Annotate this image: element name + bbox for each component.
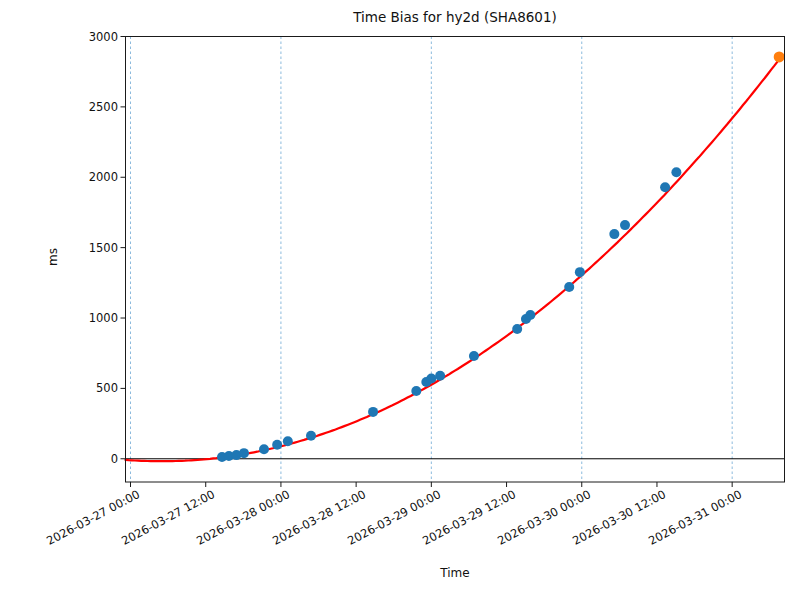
y-tick-label: 500 (70, 381, 118, 395)
observed-bias-marker (620, 220, 630, 230)
observed-bias-marker (609, 229, 619, 239)
observed-bias-marker (411, 386, 421, 396)
y-tick-label: 3000 (70, 30, 118, 44)
observed-bias-marker (272, 440, 282, 450)
plot-frame (126, 37, 785, 483)
observed-bias-marker (660, 182, 670, 192)
observed-bias-marker (239, 448, 249, 458)
time-bias-chart: Time Bias for hy2d (SHA8601) 05001000150… (0, 0, 800, 600)
observed-bias-marker (426, 374, 436, 384)
observed-bias-marker (259, 444, 269, 454)
observed-bias-marker (575, 267, 585, 277)
observed-bias-marker (283, 436, 293, 446)
x-axis-label: Time (125, 566, 785, 580)
y-axis-label: ms (46, 248, 60, 266)
observed-bias-marker (512, 324, 522, 334)
y-tick-label: 0 (70, 452, 118, 466)
observed-bias-marker (671, 167, 681, 177)
observed-bias-marker (368, 407, 378, 417)
observed-bias-marker (469, 351, 479, 361)
latest-point-marker (774, 51, 785, 62)
fit-curve (126, 62, 778, 461)
observed-bias-marker (435, 371, 445, 381)
y-tick-label: 2000 (70, 170, 118, 184)
y-tick-label: 1500 (70, 241, 118, 255)
observed-bias-marker (525, 310, 535, 320)
observed-bias-marker (306, 431, 316, 441)
observed-bias-marker (564, 282, 574, 292)
y-tick-label: 2500 (70, 100, 118, 114)
y-tick-label: 1000 (70, 311, 118, 325)
